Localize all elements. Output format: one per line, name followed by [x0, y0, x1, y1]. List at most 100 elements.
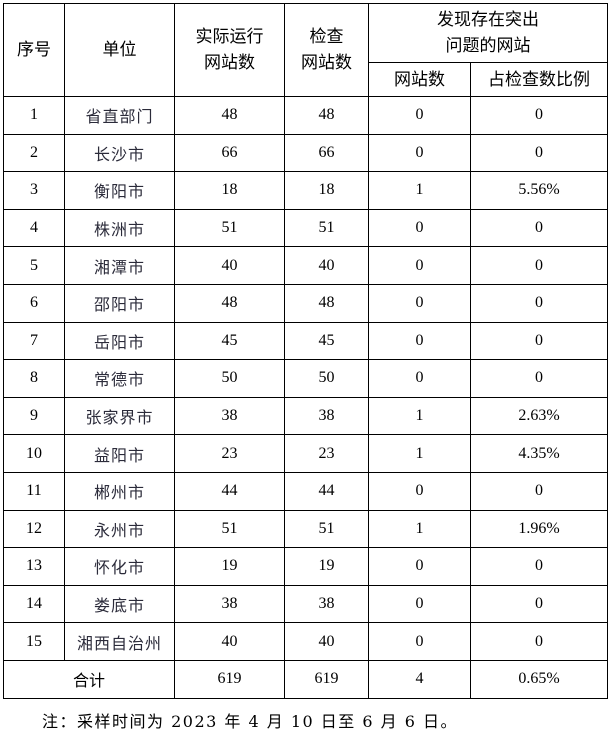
- row-problem-count: 1: [368, 396, 471, 436]
- row-problem-count: 0: [368, 246, 471, 285]
- row-problem-count: 1: [368, 434, 471, 473]
- row-checked: 50: [284, 359, 369, 398]
- row-checked: 38: [284, 396, 369, 436]
- row-checked: 48: [284, 96, 369, 135]
- table-row: 11 郴州市 44 44 0 0: [3, 471, 608, 511]
- row-problem-count: 0: [368, 471, 471, 511]
- row-checked: 40: [284, 622, 369, 661]
- total-checked: 619: [284, 659, 369, 699]
- row-index: 2: [3, 133, 65, 173]
- row-running: 18: [174, 171, 285, 210]
- row-problem-ratio: 0: [470, 359, 608, 398]
- row-index: 3: [3, 171, 65, 210]
- row-index: 8: [3, 359, 65, 398]
- row-running: 48: [174, 96, 285, 135]
- row-running: 50: [174, 359, 285, 398]
- row-checked: 44: [284, 471, 369, 511]
- row-problem-ratio: 4.35%: [470, 434, 608, 473]
- table-row: 4 株洲市 51 51 0 0: [3, 208, 608, 248]
- table-row: 8 常德市 50 50 0 0: [3, 359, 608, 398]
- row-running: 40: [174, 246, 285, 285]
- row-checked: 45: [284, 321, 369, 361]
- row-unit: 张家界市: [64, 396, 175, 436]
- row-unit: 省直部门: [64, 96, 175, 135]
- row-index: 9: [3, 396, 65, 436]
- row-index: 7: [3, 321, 65, 361]
- row-index: 5: [3, 246, 65, 285]
- row-unit: 益阳市: [64, 434, 175, 473]
- row-checked: 66: [284, 133, 369, 173]
- table-row: 6 邵阳市 48 48 0 0: [3, 283, 608, 323]
- header-unit: 单位: [64, 3, 175, 97]
- row-problem-count: 0: [368, 622, 471, 661]
- header-problem-group: 发现存在突出 问题的网站: [368, 3, 608, 63]
- row-index: 15: [3, 622, 65, 661]
- row-running: 44: [174, 471, 285, 511]
- table-row: 7 岳阳市 45 45 0 0: [3, 321, 608, 361]
- row-index: 12: [3, 509, 65, 549]
- row-unit: 怀化市: [64, 547, 175, 586]
- header-running: 实际运行 网站数: [174, 3, 285, 97]
- row-index: 10: [3, 434, 65, 473]
- row-problem-ratio: 5.56%: [470, 171, 608, 210]
- row-checked: 51: [284, 509, 369, 549]
- footnote: 注：采样时间为 2023 年 4 月 10 日至 6 月 6 日。: [42, 712, 458, 731]
- row-checked: 40: [284, 246, 369, 285]
- row-problem-count: 0: [368, 96, 471, 135]
- total-running: 619: [174, 659, 285, 699]
- row-unit: 娄底市: [64, 584, 175, 624]
- header-index: 序号: [3, 3, 65, 97]
- row-index: 4: [3, 208, 65, 248]
- total-row: 合计 619 619 4 0.65%: [3, 659, 608, 699]
- row-problem-ratio: 0: [470, 208, 608, 248]
- row-problem-count: 0: [368, 584, 471, 624]
- row-problem-ratio: 0: [470, 133, 608, 173]
- row-problem-count: 0: [368, 208, 471, 248]
- row-problem-count: 0: [368, 133, 471, 173]
- row-checked: 18: [284, 171, 369, 210]
- row-problem-count: 1: [368, 171, 471, 210]
- table-row: 13 怀化市 19 19 0 0: [3, 547, 608, 586]
- row-checked: 38: [284, 584, 369, 624]
- total-problem-count: 4: [368, 659, 471, 699]
- row-index: 11: [3, 471, 65, 511]
- table-row: 3 衡阳市 18 18 1 5.56%: [3, 171, 608, 210]
- row-running: 40: [174, 622, 285, 661]
- row-running: 23: [174, 434, 285, 473]
- row-unit: 永州市: [64, 509, 175, 549]
- row-problem-ratio: 0: [470, 584, 608, 624]
- header-problem-count: 网站数: [368, 62, 471, 97]
- row-unit: 株洲市: [64, 208, 175, 248]
- row-checked: 19: [284, 547, 369, 586]
- row-running: 38: [174, 396, 285, 436]
- row-problem-count: 0: [368, 321, 471, 361]
- table-row: 14 娄底市 38 38 0 0: [3, 584, 608, 624]
- row-problem-ratio: 1.96%: [470, 509, 608, 549]
- row-unit: 岳阳市: [64, 321, 175, 361]
- row-index: 14: [3, 584, 65, 624]
- row-running: 51: [174, 208, 285, 248]
- row-problem-ratio: 0: [470, 622, 608, 661]
- row-running: 48: [174, 283, 285, 323]
- table-row: 1 省直部门 48 48 0 0: [3, 96, 608, 135]
- row-running: 19: [174, 547, 285, 586]
- table-row: 9 张家界市 38 38 1 2.63%: [3, 396, 608, 436]
- row-problem-ratio: 0: [470, 283, 608, 323]
- total-problem-ratio: 0.65%: [470, 659, 608, 699]
- row-problem-ratio: 0: [470, 471, 608, 511]
- table-row: 2 长沙市 66 66 0 0: [3, 133, 608, 173]
- row-running: 51: [174, 509, 285, 549]
- row-running: 45: [174, 321, 285, 361]
- row-index: 1: [3, 96, 65, 135]
- table-row: 10 益阳市 23 23 1 4.35%: [3, 434, 608, 473]
- row-problem-ratio: 0: [470, 321, 608, 361]
- row-checked: 23: [284, 434, 369, 473]
- row-problem-ratio: 2.63%: [470, 396, 608, 436]
- row-unit: 常德市: [64, 359, 175, 398]
- table-row: 15 湘西自治州 40 40 0 0: [3, 622, 608, 661]
- row-unit: 邵阳市: [64, 283, 175, 323]
- row-running: 38: [174, 584, 285, 624]
- row-unit: 湘西自治州: [64, 622, 175, 661]
- table-row: 12 永州市 51 51 1 1.96%: [3, 509, 608, 549]
- row-unit: 郴州市: [64, 471, 175, 511]
